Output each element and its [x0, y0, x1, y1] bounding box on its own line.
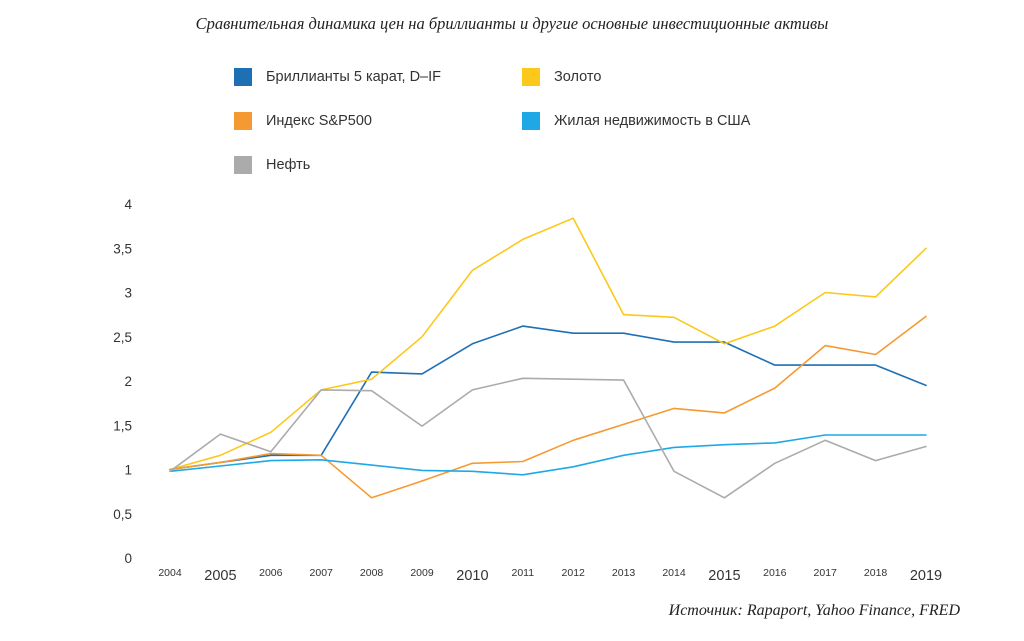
x-tick-label: 2006 — [259, 567, 283, 579]
y-tick-label: 3,5 — [113, 241, 132, 256]
x-tick-label: 2016 — [763, 567, 787, 579]
legend-label-sp500: Индекс S&P500 — [266, 113, 372, 129]
series-line — [169, 377, 927, 499]
y-tick-label: 4 — [124, 197, 132, 212]
x-tick-label: 2019 — [910, 568, 942, 584]
legend-label-real-estate: Жилая недвижимость в США — [554, 113, 751, 129]
y-tick-label: 1 — [124, 463, 132, 478]
x-tick-label: 2011 — [512, 567, 535, 579]
series-line — [169, 315, 927, 499]
y-tick-label: 0 — [124, 551, 132, 566]
x-tick-label: 2004 — [158, 567, 182, 579]
x-tick-label: 2009 — [410, 567, 434, 579]
x-tick-label: 2018 — [864, 567, 888, 579]
legend-item-real-estate: Жилая недвижимость в США — [522, 112, 750, 130]
source-note: Источник: Rapaport, Yahoo Finance, FRED — [668, 602, 960, 619]
x-tick-label: 2014 — [662, 567, 686, 579]
x-tick-label: 2010 — [456, 568, 488, 584]
legend-item-sp500: Индекс S&P500 — [234, 112, 372, 130]
y-tick-label: 2 — [124, 374, 132, 389]
legend-item-oil: Нефть — [234, 156, 310, 174]
legend-swatch-diamonds — [234, 68, 252, 86]
x-tick-label: 2015 — [708, 568, 740, 584]
chart-title: Сравнительная динамика цен на бриллианты… — [195, 14, 829, 33]
legend-item-diamonds: Бриллианты 5 карат, D–IF — [234, 68, 441, 86]
x-tick-label: 2017 — [814, 567, 838, 579]
x-tick-label: 2007 — [310, 567, 334, 579]
legend-label-gold: Золото — [554, 69, 602, 85]
legend-swatch-real-estate — [522, 112, 540, 130]
series-line — [169, 217, 927, 471]
x-tick-label: 2013 — [612, 567, 636, 579]
y-tick-label: 2,5 — [113, 330, 132, 345]
legend-swatch-oil — [234, 156, 252, 174]
legend-label-oil: Нефть — [266, 157, 311, 173]
legend-label-diamonds: Бриллианты 5 карат, D–IF — [266, 69, 442, 85]
y-tick-label: 3 — [124, 286, 132, 301]
legend-swatch-gold — [522, 68, 540, 86]
x-tick-label: 2005 — [204, 568, 236, 584]
y-tick-label: 0,5 — [113, 507, 132, 522]
legend: Бриллианты 5 карат, D–IF Золото Индекс S… — [234, 68, 854, 188]
y-tick-label: 1,5 — [113, 418, 132, 433]
legend-item-gold: Золото — [522, 68, 601, 86]
legend-swatch-sp500 — [234, 112, 252, 130]
series-line — [169, 325, 927, 471]
x-tick-label: 2008 — [360, 567, 384, 579]
x-tick-label: 2012 — [562, 567, 586, 579]
series-line — [169, 434, 927, 476]
